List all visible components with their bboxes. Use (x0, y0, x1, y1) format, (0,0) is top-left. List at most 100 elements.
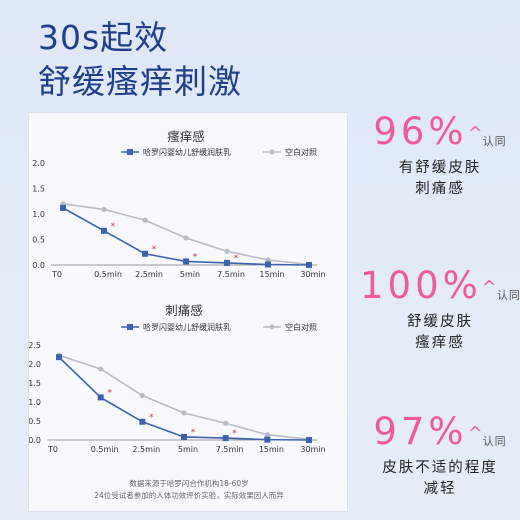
point-main (56, 354, 62, 361)
headline-line1: 30s起效 (38, 18, 169, 57)
point-main (306, 437, 312, 443)
stat-suffix: 认同 (482, 435, 507, 448)
x-tick-label: T0 (51, 270, 62, 279)
headline: 30s起效 舒缓瘙痒刺激 (38, 16, 242, 104)
series-line-control (62, 203, 310, 266)
legend-label-control: 空白对照 (285, 147, 317, 157)
chart-title: 刺痛感 (165, 303, 203, 318)
x-tick-label: 2.5min (132, 445, 160, 454)
stat-itching: 100%^认同 舒缓皮肤 瘙痒感 (360, 266, 520, 354)
stat-value: 97% (373, 410, 468, 453)
y-tick-label: 1.5 (32, 185, 45, 194)
stat-value: 96% (373, 110, 468, 153)
point-main (101, 227, 107, 234)
point-main (183, 258, 189, 265)
point-main (97, 394, 104, 401)
significance-star: * (107, 388, 112, 398)
stat-desc-line2: 瘙痒感 (415, 335, 465, 351)
series-line-control (58, 354, 310, 441)
x-tick-label: 15min (259, 445, 284, 454)
stat-value-row: 96%^认同 (360, 112, 520, 152)
stat-desc-line1: 舒缓皮肤 (407, 314, 473, 330)
significance-star: * (149, 413, 154, 423)
point-main (139, 418, 146, 425)
legend-marker-control (269, 324, 275, 330)
y-tick-label: 2.5 (29, 341, 41, 350)
point-main (60, 204, 66, 211)
caret-icon: ^ (467, 423, 483, 444)
stat-suffix: 认同 (482, 135, 507, 148)
stat-desc: 皮肤不适的程度 减轻 (360, 458, 520, 500)
point-control (264, 432, 270, 438)
y-tick-label: 0.0 (32, 261, 45, 270)
y-tick-label: 2.0 (29, 360, 41, 369)
legend-marker-main (127, 149, 133, 155)
point-main (222, 435, 229, 442)
point-main (181, 433, 187, 440)
y-tick-label: 2.0 (32, 159, 45, 168)
legend-marker-control (269, 149, 275, 155)
legend-label-control: 空白对照 (285, 322, 317, 332)
x-tick-label: T0 (47, 445, 58, 454)
point-control (224, 248, 230, 254)
point-control (142, 217, 148, 223)
stat-stinging: 96%^认同 有舒缓皮肤 刺痛感 (360, 112, 520, 200)
significance-star: * (152, 245, 157, 255)
x-tick-label: 7.5min (217, 270, 245, 279)
stat-desc-line2: 减轻 (423, 481, 457, 497)
stat-value: 100% (360, 264, 482, 307)
footnote-line2: 24位受试者参加的人体功效评价实验，实际效果因人而异 (94, 491, 284, 500)
y-tick-label: 1.0 (32, 210, 45, 219)
x-tick-label: 2.5min (135, 270, 163, 279)
x-tick-label: 5min (180, 270, 200, 279)
significance-star: * (111, 222, 116, 232)
legend-marker-main (127, 324, 133, 330)
y-tick-label: 0.5 (29, 417, 41, 426)
x-tick-label: 30min (300, 445, 325, 454)
headline-line2: 舒缓瘙痒刺激 (38, 62, 242, 101)
stat-desc: 有舒缓皮肤 刺痛感 (360, 158, 520, 200)
point-main (142, 250, 148, 257)
chart-title: 瘙痒感 (167, 129, 205, 144)
significance-star: * (191, 428, 196, 438)
point-control (139, 392, 145, 399)
point-control (181, 410, 187, 416)
point-control (183, 235, 189, 241)
significance-star: * (234, 254, 239, 264)
stat-value-row: 97%^认同 (360, 412, 520, 452)
point-control (265, 257, 271, 263)
y-tick-label: 1.5 (29, 379, 41, 388)
significance-star: * (232, 429, 237, 439)
stat-value-row: 100%^认同 (360, 266, 520, 306)
significance-star: * (193, 252, 198, 262)
point-main (224, 259, 230, 266)
point-control (223, 420, 229, 426)
caret-icon: ^ (481, 277, 497, 298)
point-main (264, 436, 271, 443)
chart-panel: 瘙痒感 哈罗闪婴幼儿舒缓润肤乳 空白对照 0.0 0.5 1.0 1.5 2.0 T0 0.5mi… (28, 112, 348, 512)
legend-label-main: 哈罗闪婴幼儿舒缓润肤乳 (143, 322, 231, 332)
y-tick-label: 0.5 (32, 236, 45, 245)
x-tick-label: 0.5min (91, 445, 119, 454)
point-control (98, 366, 104, 372)
point-control (101, 206, 107, 213)
stat-desc-line1: 皮肤不适的程度 (382, 460, 498, 476)
x-tick-label: 30min (300, 270, 325, 279)
x-tick-label: 5min (178, 445, 198, 454)
stat-desc-line2: 刺痛感 (415, 181, 465, 197)
caret-icon: ^ (467, 123, 483, 144)
x-tick-label: 0.5min (94, 270, 122, 279)
footnote-line1: 数据来源于哈罗闪合作机构18-60岁 (129, 479, 249, 488)
stat-desc: 舒缓皮肤 瘙痒感 (360, 312, 520, 354)
x-tick-label: 7.5min (216, 445, 244, 454)
x-tick-label: 15min (259, 270, 284, 279)
y-tick-label: 1.0 (29, 398, 41, 407)
stat-desc-line1: 有舒缓皮肤 (398, 160, 482, 176)
stat-discomfort: 97%^认同 皮肤不适的程度 减轻 (360, 412, 520, 500)
series-line-main (58, 356, 310, 441)
point-main (265, 261, 271, 268)
legend-label-main: 哈罗闪婴幼儿舒缓润肤乳 (143, 147, 231, 157)
point-main (306, 262, 312, 268)
